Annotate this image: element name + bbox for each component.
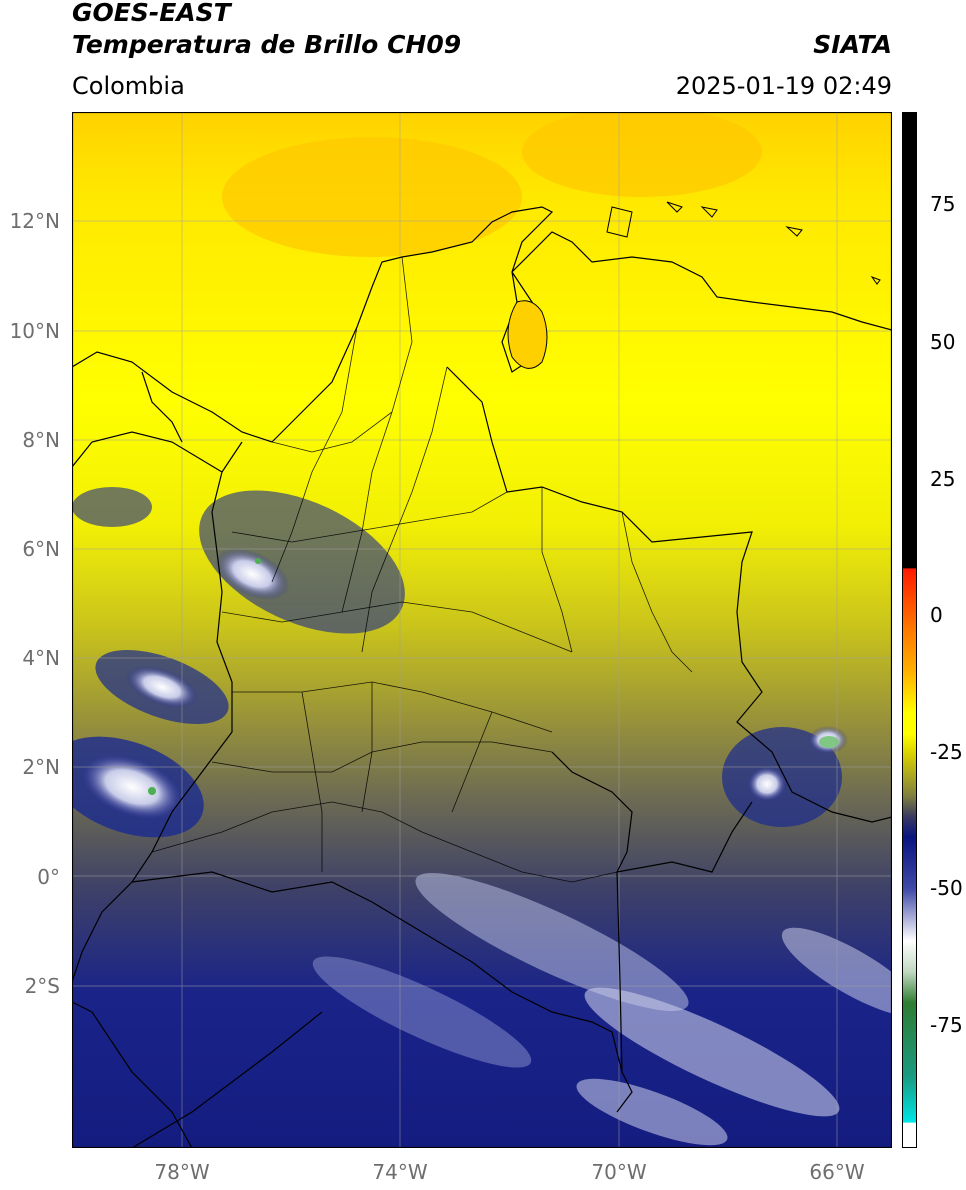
datetime-label: 2025-01-19 02:49 [675, 72, 892, 100]
country-borders [72, 206, 892, 1148]
lat-tick: 10°N [9, 319, 60, 343]
lat-tick: 2°N [22, 755, 60, 779]
lat-tick: 6°N [22, 537, 60, 561]
lon-tick: 70°W [591, 1160, 647, 1184]
islands [606, 201, 881, 285]
satellite-map [72, 112, 892, 1148]
lat-tick: 0° [37, 865, 60, 889]
product-title: Temperatura de Brillo CH09 [72, 30, 462, 59]
lat-tick: 8°N [22, 428, 60, 452]
lat-tick: 2°S [24, 974, 60, 998]
lon-tick: 74°W [372, 1160, 428, 1184]
map-background [72, 112, 892, 1148]
colorbar [902, 112, 917, 1148]
lat-tick: 4°N [22, 646, 60, 670]
department-borders [151, 256, 693, 883]
colorbar-tick: -50 [930, 876, 963, 900]
colorbar-tick: 50 [930, 330, 956, 354]
lon-tick: 66°W [809, 1160, 865, 1184]
brand-label: SIATA [813, 30, 892, 59]
colorbar-tick: 0 [930, 603, 943, 627]
region-label: Colombia [72, 72, 185, 100]
map-frame [72, 112, 892, 1148]
colorbar-tick: -25 [930, 740, 963, 764]
satellite-title: GOES-EAST [72, 0, 231, 27]
colorbar-tick: 25 [930, 467, 956, 491]
graticule [72, 112, 892, 1148]
colorbar-tick: -75 [930, 1013, 963, 1037]
colorbar-tick: 75 [930, 192, 956, 216]
lat-tick: 12°N [9, 209, 60, 233]
lon-tick: 78°W [154, 1160, 210, 1184]
